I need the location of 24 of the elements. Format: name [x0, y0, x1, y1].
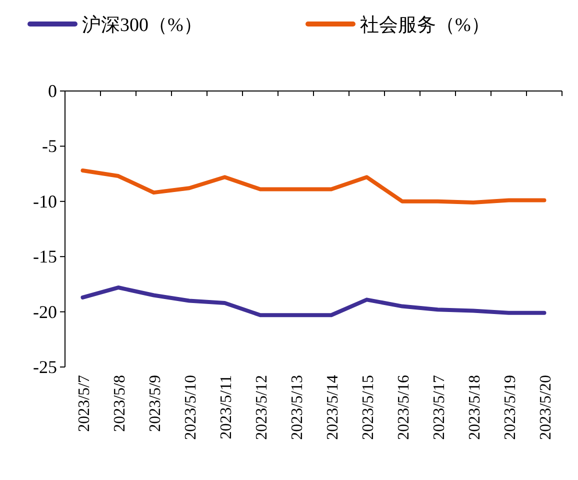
y-tick-label: -15 — [33, 246, 57, 267]
x-tick-label: 2023/5/13 — [288, 375, 306, 440]
x-tick-label: 2023/5/14 — [324, 375, 342, 440]
x-tick-label: 2023/5/11 — [218, 375, 235, 440]
y-tick-label: 0 — [48, 81, 57, 101]
legend-label: 沪深300（%） — [82, 14, 202, 36]
x-tick-label: 2023/5/10 — [182, 375, 200, 440]
y-tick-label: -25 — [33, 357, 57, 377]
legend-label: 社会服务（%） — [360, 15, 490, 36]
x-tick-label: 2023/5/9 — [146, 375, 164, 432]
x-tick-label: 2023/5/19 — [502, 375, 519, 440]
x-tick-label: 2023/5/16 — [395, 375, 412, 440]
x-tick-label: 2023/5/18 — [466, 375, 484, 440]
x-tick-label: 2023/5/12 — [253, 375, 270, 440]
line-series — [80, 168, 546, 205]
line-series — [80, 286, 546, 318]
x-tick-label: 2023/5/17 — [430, 375, 448, 440]
y-tick-label: -20 — [33, 302, 57, 322]
y-tick-label: -10 — [33, 191, 57, 212]
x-tick-label: 2023/5/7 — [76, 375, 93, 432]
x-tick-label: 2023/5/8 — [111, 375, 128, 432]
y-tick-label: -5 — [42, 136, 57, 156]
x-tick-label: 2023/5/20 — [537, 375, 554, 440]
x-tick-label: 2023/5/15 — [360, 375, 377, 440]
